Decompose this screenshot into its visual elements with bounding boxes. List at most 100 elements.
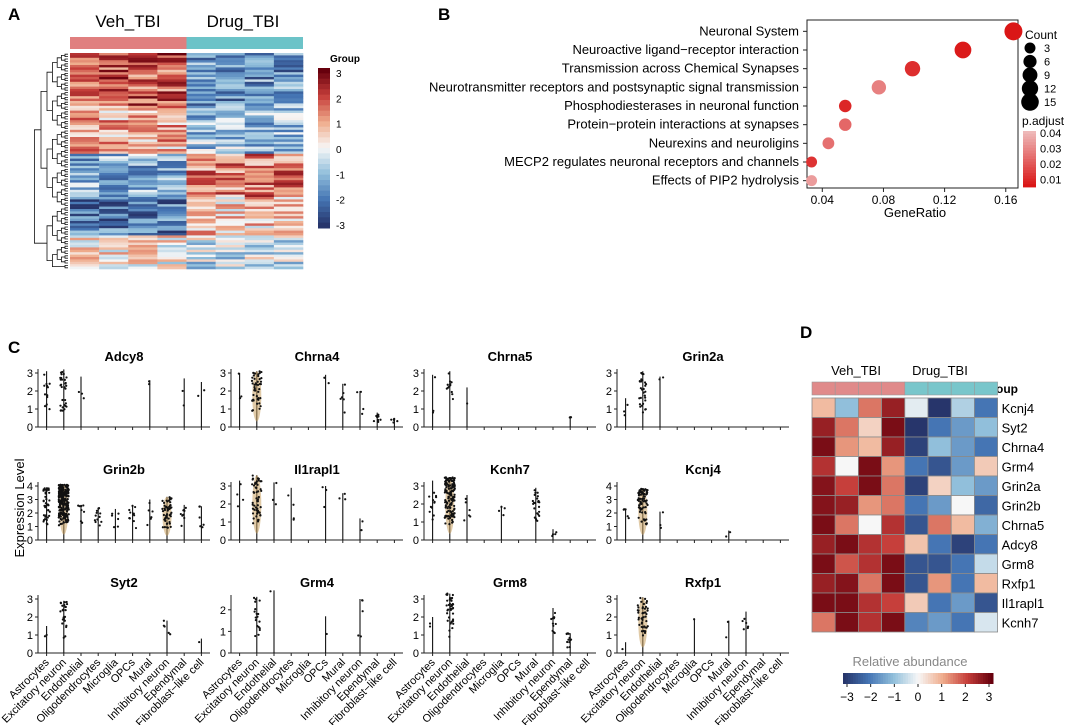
violin-point [46, 395, 49, 399]
violin-point [534, 491, 537, 494]
heatmap-a-cell [215, 153, 246, 157]
heatmap-a-cell [244, 115, 275, 119]
heatmap-a-cell [215, 132, 246, 135]
heatmap-a-cell [244, 139, 275, 143]
heatmap-a-cell [99, 240, 129, 243]
heatmap-a-cell [99, 153, 129, 157]
term-label: MECP2 regulates neuronal receptors and c… [504, 154, 799, 169]
violin-point [552, 624, 555, 627]
violin-point [642, 402, 645, 405]
size-legend-dot [1021, 93, 1039, 111]
heatmap-a-cell [244, 165, 275, 169]
violin-point [659, 523, 662, 527]
heatmap-a-cell [215, 266, 246, 270]
violin-point [359, 635, 362, 638]
heatmap-a-cell [186, 192, 216, 195]
heatmap-a-cell [128, 223, 158, 227]
heatmap-d-cell [974, 612, 999, 633]
heatmap-a-cell [273, 62, 304, 66]
heatmap-a-cell [70, 170, 100, 174]
legend-a-swatch [318, 190, 330, 197]
legend-a-tick: 0 [336, 145, 342, 156]
pvalue-legend-swatch [1023, 145, 1036, 149]
heatmap-a-cell [70, 182, 100, 186]
heatmap-d-cell [974, 456, 999, 477]
violin-point [567, 638, 570, 641]
term-label: Neurexins and neuroligins [649, 135, 800, 150]
heatmap-a-cell [99, 103, 129, 107]
violin-point [43, 635, 47, 638]
heatmap-d-cell [904, 456, 929, 477]
violin-point [446, 483, 449, 486]
violin-point [180, 524, 183, 527]
violin-title: Chrna5 [488, 349, 533, 364]
heatmap-a-cell [215, 53, 246, 56]
heatmap-a-cell [273, 158, 304, 162]
heatmap-a-cell [128, 228, 158, 231]
heatmap-a-cell [157, 110, 187, 114]
heatmap-a-cell [70, 216, 100, 219]
heatmap-a-cell [244, 74, 275, 78]
heatmap-a-cell [128, 221, 158, 224]
heatmap-a-cell [273, 89, 304, 92]
heatmap-a-cell [244, 113, 275, 116]
violin-ytick-label: 0 [220, 535, 226, 547]
violin-point [725, 535, 728, 538]
violin-ytick-label: 3 [27, 495, 33, 507]
violin-point [253, 610, 256, 613]
violin-point [255, 612, 258, 615]
heatmap-a-cell [273, 204, 304, 207]
heatmap-a-cell [215, 77, 246, 80]
violin-point [533, 493, 536, 496]
heatmap-a-cell [244, 249, 275, 253]
heatmap-a-cell [70, 197, 100, 200]
heatmap-d-cell [881, 397, 906, 418]
violin-point [236, 493, 239, 496]
heatmap-a-cell [157, 261, 187, 265]
violin-point [637, 618, 640, 621]
heatmap-a-cell [99, 216, 129, 219]
heatmap-a-cell [215, 240, 246, 243]
violin-point [256, 507, 259, 510]
heatmap-a-cell [157, 165, 187, 169]
violin-point [96, 518, 99, 521]
violin-point [258, 511, 261, 514]
violin-point [622, 508, 625, 511]
violin-point [637, 606, 640, 609]
heatmap-a-cell [99, 163, 129, 167]
violin-point [447, 372, 450, 375]
heatmap-a-cell [157, 175, 187, 179]
violin-point [644, 396, 647, 399]
violin-point [168, 522, 171, 525]
violin-point [361, 412, 364, 415]
violin-point [453, 504, 456, 508]
violin-point [452, 485, 455, 489]
heatmap-a-cell [70, 125, 100, 128]
violin-point [48, 491, 51, 494]
violin-point [252, 522, 255, 525]
heatmap-a-cell [70, 93, 100, 97]
legend-a-swatch [318, 174, 330, 181]
heatmap-a-cell [157, 230, 187, 234]
heatmap-a-cell [128, 168, 158, 171]
heatmap-a-cell [186, 53, 216, 56]
heatmap-a-cell [186, 146, 216, 150]
violin-point [639, 405, 642, 408]
violin-point [80, 508, 83, 512]
heatmap-a-cell [273, 180, 304, 183]
heatmap-a-cell [70, 108, 100, 111]
heatmap-a-cell [186, 221, 216, 224]
heatmap-a-cell [70, 266, 100, 270]
heatmap-a-cell [273, 257, 304, 260]
violin-ytick-label: 3 [606, 594, 612, 606]
violin-point [658, 378, 661, 381]
violin-point [433, 501, 436, 504]
heatmap-a-cell [70, 115, 100, 119]
heatmap-a-cell [99, 110, 129, 114]
legend-a-swatch [318, 164, 330, 170]
heatmap-a-cell [70, 230, 100, 234]
violin-ytick-label: 0 [606, 535, 612, 547]
panel-a-group-label-veh: Veh_TBI [95, 12, 160, 31]
violin-point [43, 384, 46, 387]
